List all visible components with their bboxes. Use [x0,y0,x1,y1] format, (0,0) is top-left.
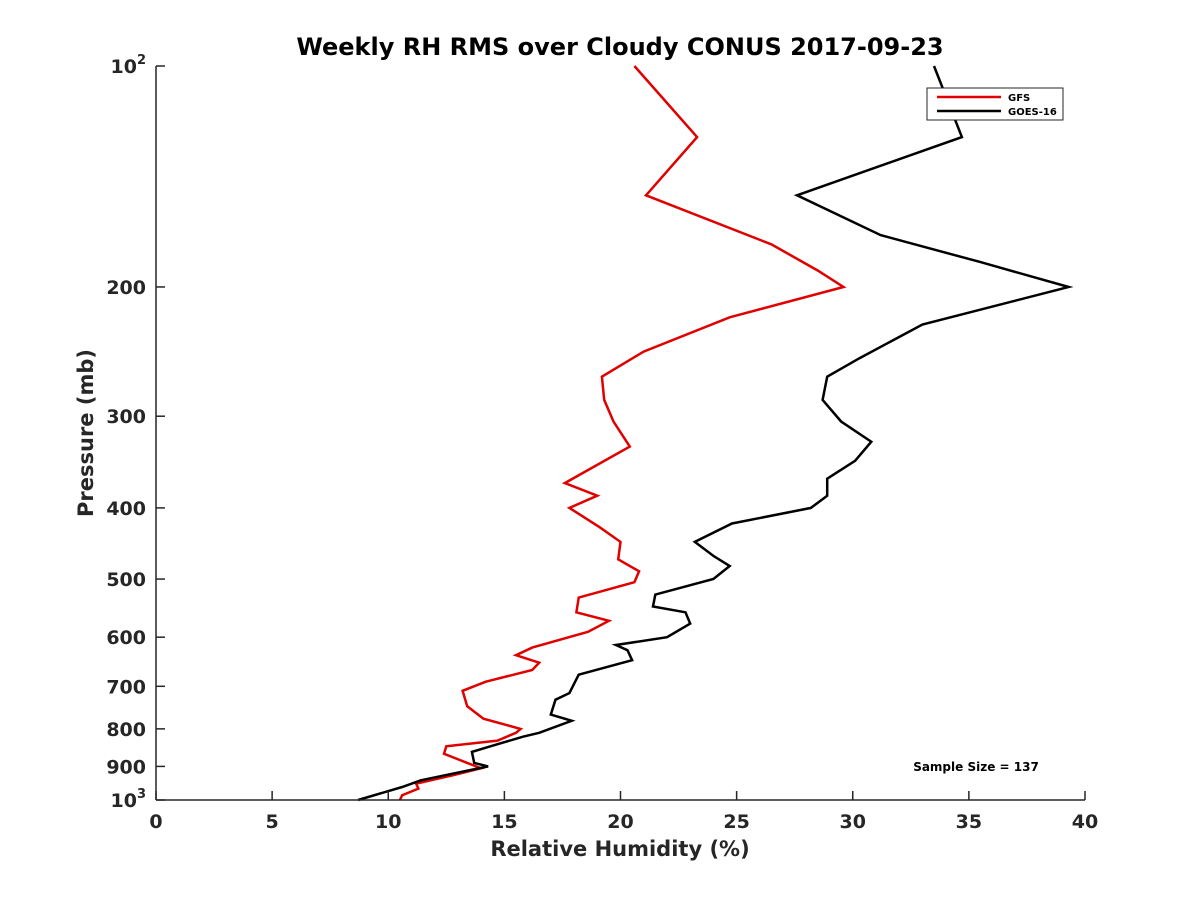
y-tick-label: 400 [106,498,146,520]
x-tick-label: 30 [840,811,866,833]
y-tick-label: 102 [111,53,147,78]
y-tick-label: 300 [106,406,146,428]
series-line-gfs [398,65,847,801]
x-tick-label: 0 [149,811,162,833]
y-tick-label: 200 [106,277,146,299]
y-tick-label: 600 [106,627,146,649]
y-ticks: 102 200 300 400 500 600 700 800 900 103 [106,53,165,812]
y-tick-label: 500 [106,569,146,591]
x-axis-label: Relative Humidity (%) [490,837,749,861]
legend-box [926,87,1064,121]
y-tick-label: 800 [106,719,146,741]
y-tick-label: 103 [111,787,147,812]
y-axis-label: Pressure (mb) [74,349,98,517]
chart-title: Weekly RH RMS over Cloudy CONUS 2017-09-… [296,33,943,61]
y-tick-label: 700 [106,676,146,698]
x-tick-label: 20 [607,811,633,833]
sample-size-annotation: Sample Size = 137 [913,760,1039,774]
x-tick-label: 25 [723,811,749,833]
legend-label-goes16: GOES-16 [1008,107,1057,118]
legend-label-gfs: GFS [1008,93,1030,104]
x-tick-label: 10 [375,811,401,833]
x-tick-label: 15 [491,811,517,833]
x-tick-label: 40 [1072,811,1098,833]
legend: GFS GOES-16 [926,87,1064,121]
x-tick-label: 5 [266,811,279,833]
x-ticks: 0 5 10 15 20 25 30 35 40 [149,791,1098,833]
series-line-goes16 [357,65,1074,802]
x-tick-label: 35 [956,811,982,833]
y-tick-label: 900 [106,756,146,778]
series-layer [357,65,1074,802]
